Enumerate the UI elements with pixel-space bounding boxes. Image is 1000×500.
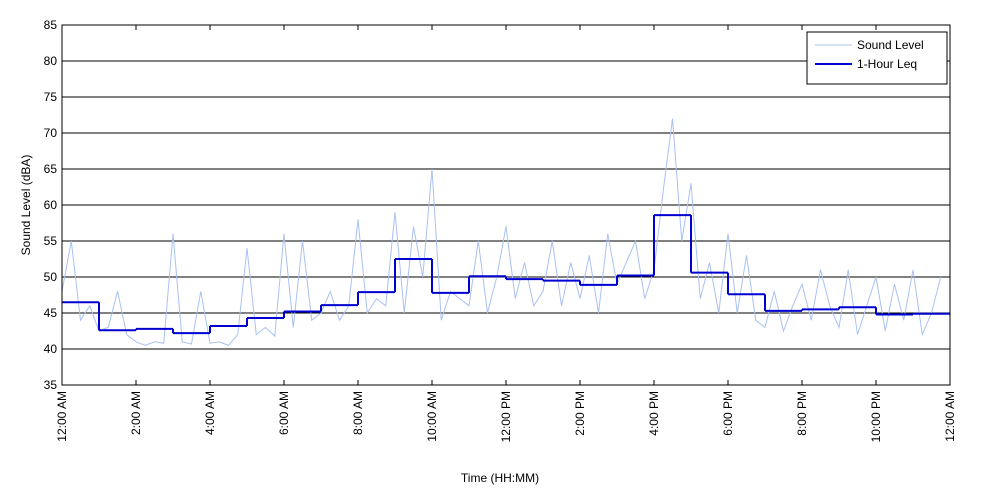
x-tick-label: 4:00 PM [647,391,661,436]
x-tick-label: 8:00 PM [795,391,809,436]
legend-box [806,31,948,85]
y-tick-label: 45 [44,306,58,320]
x-tick-label: 10:00 AM [425,391,439,442]
x-tick-label: 12:00 PM [499,391,513,442]
legend-label: 1-Hour Leq [857,57,917,71]
y-tick-label: 85 [44,18,58,32]
x-tick-label: 2:00 PM [573,391,587,436]
legend: Sound Level 1-Hour Leq [806,31,948,85]
y-tick-label: 40 [44,342,58,356]
x-tick-label: 6:00 AM [277,391,291,435]
x-tick-label: 4:00 AM [203,391,217,435]
sound-level-line [61,118,942,346]
x-tick-label: 2:00 AM [129,391,143,435]
x-tick-label: 12:00 AM [55,391,69,442]
x-tick-label: 8:00 AM [351,391,365,435]
x-tick-label: 12:00 AM [943,391,957,442]
y-tick-label: 60 [44,198,58,212]
plot-frame [61,24,951,386]
y-tick-label: 70 [44,126,58,140]
y-tick-label: 80 [44,54,58,68]
grid: 35 40 45 50 55 60 65 70 75 80 85 12:00 AM 2:00 AM 4:0… [44,18,957,442]
y-tick-label: 55 [44,234,58,248]
y-tick-label: 75 [44,90,58,104]
legend-label: Sound Level [857,38,924,52]
y-tick-label: 35 [44,378,58,392]
y-tick-label: 65 [44,162,58,176]
x-axis-label: Time (HH:MM) [461,471,539,485]
y-tick-label: 50 [44,270,58,284]
marks [61,118,950,346]
x-tick-label: 10:00 PM [869,391,883,442]
x-tick-label: 6:00 PM [721,391,735,436]
y-axis-label: Sound Level (dBA) [19,155,33,256]
